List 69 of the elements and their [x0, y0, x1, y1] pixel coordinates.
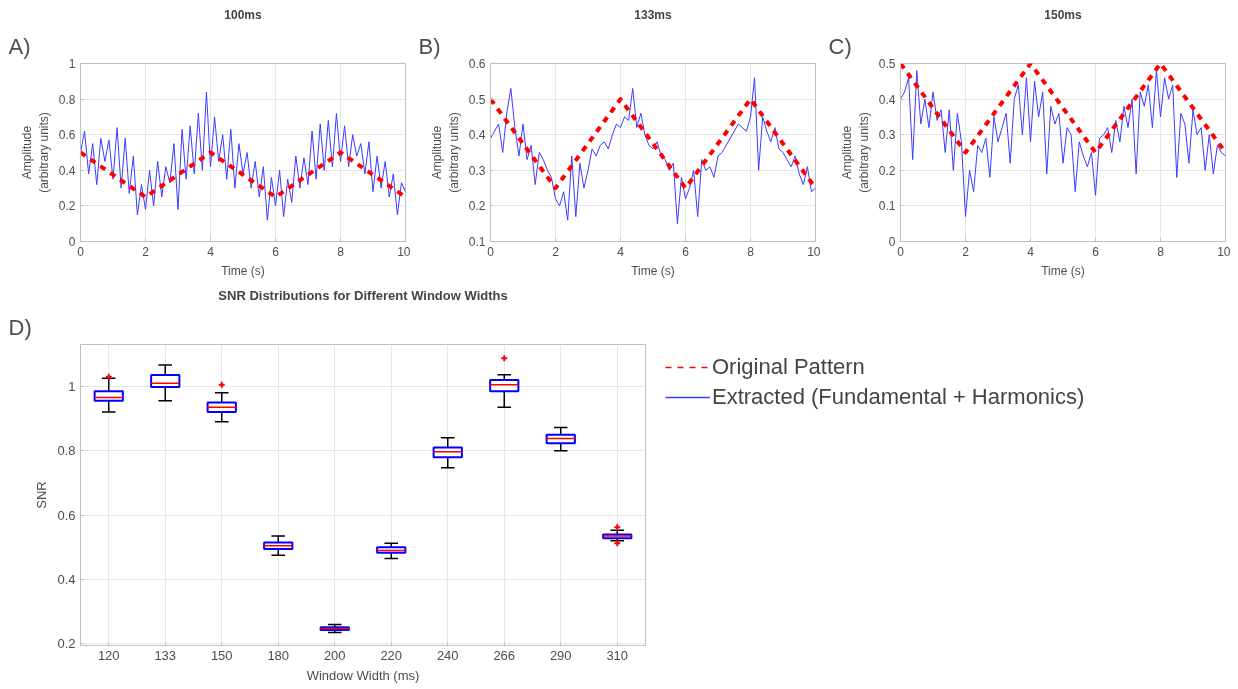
x-tick-label: 6	[272, 244, 280, 259]
x-tick-label: 4	[1027, 244, 1035, 259]
text: A)	[8, 33, 31, 59]
legend-label: Extracted (Fundamental + Harmonics)	[712, 384, 1085, 410]
x-axis-title: Time (s)	[221, 263, 265, 278]
y-tick-label: 0.6	[57, 507, 76, 523]
x-tick-label: 4	[617, 244, 625, 259]
y-tick-label: 0.8	[58, 92, 76, 107]
x-tick-label: 10	[807, 244, 821, 259]
x-tick-label: 133	[154, 647, 177, 663]
x-tick-label: 8	[747, 244, 755, 259]
y-tick-label: 1	[68, 57, 76, 71]
x-tick-label: 2	[552, 244, 560, 259]
x-tick-label: 290	[549, 647, 572, 663]
y-tick-label: 0	[68, 235, 76, 249]
line-series	[490, 77, 816, 225]
x-tick-label: 150	[210, 647, 233, 663]
x-tick-label: 4	[207, 244, 215, 259]
x-tick-label: 8	[1157, 244, 1165, 259]
x-tick-label: 120	[97, 647, 120, 663]
y-tick-label: 0.4	[57, 572, 76, 588]
y-tick-label: 0.1	[468, 235, 486, 249]
y-tick-label: 0.4	[58, 163, 76, 178]
x-tick-label: 266	[493, 647, 516, 663]
y-tick-label: 0.4	[878, 92, 896, 107]
chart-title: 133ms	[634, 7, 673, 22]
y-tick-label: 0.5	[468, 92, 486, 107]
y-tick-label: 0.8	[57, 443, 76, 459]
x-tick-label: 8	[337, 244, 345, 259]
chart-title: 100ms	[224, 7, 263, 22]
y-tick-label: 0.2	[878, 163, 896, 178]
x-tick-label: 10	[397, 244, 411, 259]
y-tick-label: 0.6	[468, 57, 486, 71]
x-tick-label: 6	[682, 244, 690, 259]
x-tick-label: 10	[1217, 244, 1231, 259]
x-tick-label: 2	[142, 244, 150, 259]
x-axis-title: Time (s)	[1041, 263, 1085, 278]
y-tick-label: 0.2	[57, 636, 76, 652]
y-axis-title: Amplitude (arbitrary units)	[430, 112, 461, 193]
line-series	[80, 91, 406, 221]
y-tick-label: 1	[68, 378, 76, 394]
x-axis-title: Time (s)	[631, 263, 675, 278]
text: B)	[418, 33, 441, 59]
y-axis-title: SNR	[34, 481, 50, 509]
chart-title: SNR Distributions for Different Window Widths	[218, 287, 508, 303]
x-tick-label: 180	[267, 647, 290, 663]
y-axis-title: Amplitude (arbitrary units)	[20, 112, 51, 193]
x-tick-label: 2	[962, 244, 970, 259]
x-tick-label: 220	[380, 647, 403, 663]
y-tick-label: 0	[888, 235, 896, 249]
y-tick-label: 0.6	[58, 128, 76, 143]
x-tick-label: 200	[323, 647, 346, 663]
line-series	[900, 70, 1226, 218]
x-tick-label: 240	[436, 647, 459, 663]
chart-title: 150ms	[1044, 7, 1083, 22]
y-tick-label: 0.5	[878, 57, 896, 71]
y-tick-label: 0.1	[878, 199, 896, 214]
y-tick-label: 0.3	[468, 163, 486, 178]
legend-label: Original Pattern	[712, 354, 865, 380]
y-tick-label: 0.2	[58, 199, 76, 214]
y-tick-label: 0.4	[468, 128, 486, 143]
x-tick-label: 6	[1092, 244, 1100, 259]
y-tick-label: 0.2	[468, 199, 486, 214]
x-tick-label: 310	[606, 647, 629, 663]
y-tick-label: 0.3	[878, 128, 896, 143]
x-axis-title: Window Width (ms)	[306, 667, 420, 683]
y-axis-title: Amplitude (arbitrary units)	[840, 112, 871, 193]
text: D)	[8, 314, 32, 340]
text: C)	[828, 33, 852, 59]
